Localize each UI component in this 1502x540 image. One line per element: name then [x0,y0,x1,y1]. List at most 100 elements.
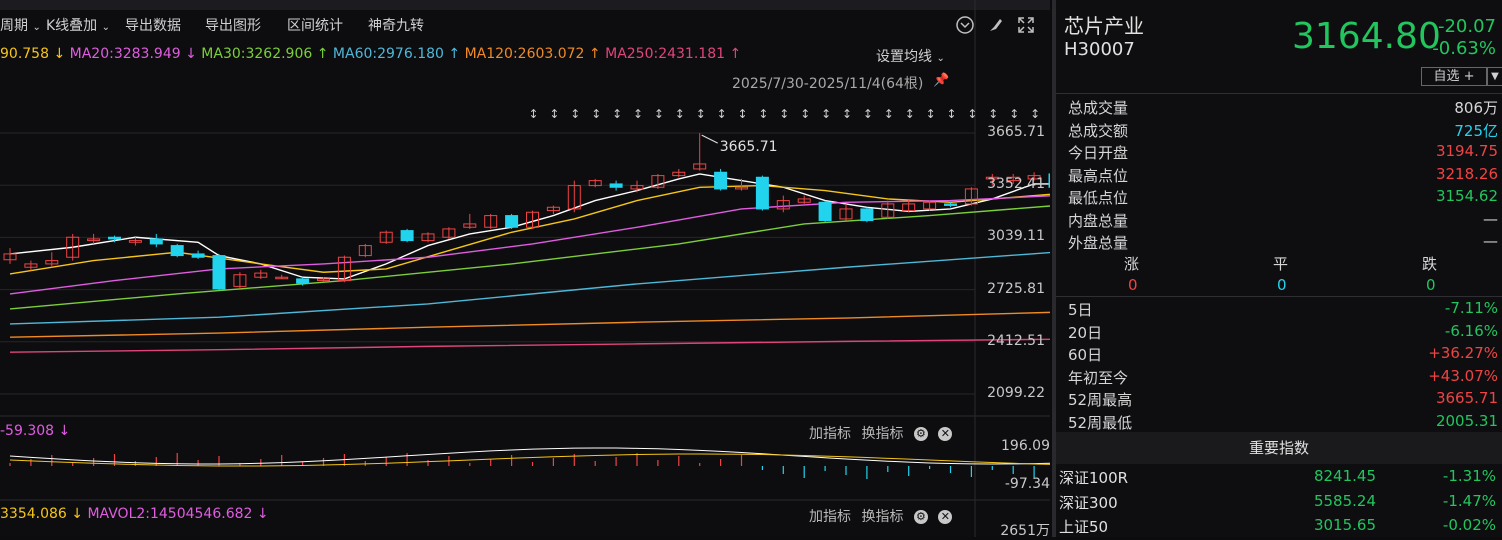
signal-arrow-icon: ↕ [654,107,664,121]
signal-arrow-icon: ↕ [947,107,957,121]
export-chart-button[interactable]: 导出图形 [205,18,261,34]
ma-settings-button[interactable]: 设置均线 ⌄ [876,46,945,66]
stat-label: 内盘总量 [1068,211,1129,230]
candle-body [797,198,811,203]
ma60-line [9,251,1050,325]
ma10-value: 90.758 [0,46,49,62]
period-label: 年初至今 [1068,368,1129,387]
date-range: 2025/7/30-2025/11/4(64根) [732,76,924,92]
signal-arrow-icon: ↕ [549,107,559,121]
candle-body [45,260,59,265]
dea-line [9,453,1050,467]
candle-body [275,276,289,280]
arrow-up-icon: ↑ [312,46,333,62]
signal-arrow-icon: ↕ [988,107,998,121]
panel-divider[interactable] [1052,0,1056,537]
signal-arrow-icon: ↕ [863,107,873,121]
pin-icon[interactable]: 📌 [933,73,950,88]
breadth-down-label: 跌 [1422,255,1438,273]
candle-body [254,272,268,278]
chevron-down-icon: ⌄ [32,22,41,33]
period-label: 周期 [0,18,28,34]
stat-label: 今日开盘 [1068,144,1129,162]
signal-arrow-icon: ↕ [779,107,789,121]
breadth-flat-label: 平 [1273,255,1289,273]
stat-label: 外盘总量 [1068,234,1129,252]
candle-body [484,215,498,228]
indicator1-value: -59.308 [0,423,55,439]
candle-body [672,171,686,177]
signal-arrow-icon: ↕ [842,107,852,121]
candlestick-chart[interactable]: 3665.71 ↕↕↕↕↕↕↕↕↕↕↕↕↕↕↕↕↕↕↕↕↕↕↕↕↕↕↕↕↕ [0,0,1050,537]
stat-value: — [1483,232,1498,250]
ma250-line [9,338,1050,353]
ma60-value: MA60:2976.180 [332,46,444,62]
magic-nine-button[interactable]: 神奇九转 [368,18,424,34]
candle-body [400,230,414,242]
indicator1-tools: 加指标 换指标 ⚙ ✕ [809,423,958,443]
gear-icon[interactable]: ⚙ [913,427,928,441]
candle-body [735,186,748,190]
index-row-name: 深证100R [1059,469,1129,487]
ma120-value: MA120:2603.072 [464,46,585,62]
kline-overlay-menu[interactable]: K线叠加 ⌄ [46,15,110,35]
expand-circle-icon[interactable] [955,15,975,35]
candle-body [818,201,832,222]
divider [1056,296,1502,297]
ma120-line [9,311,1050,338]
close-icon[interactable]: ✕ [938,427,953,441]
index-row[interactable]: 上证50 3015.65 -0.02% [1056,516,1502,538]
stat-value: 3154.62 [1435,187,1498,205]
y-tick-label: 3665.71 [987,124,1045,140]
candle-body [296,278,310,284]
index-row[interactable]: 深证100R 8241.45 -1.31% [1056,467,1502,489]
add-indicator-button[interactable]: 加指标 [809,509,851,525]
range-stats-button[interactable]: 区间统计 [287,18,343,34]
candle-body [337,256,351,282]
candle-body [755,176,769,210]
indicator1-ytop: 196.09 [1001,438,1050,454]
signal-arrow-icon: ↕ [591,107,601,121]
stat-value: 725亿 [1454,121,1498,140]
price-change: -20.07 [1437,16,1496,37]
arrow-up-icon: ↑ [725,46,742,62]
switch-indicator-button[interactable]: 换指标 [861,509,904,525]
signal-arrow-icon: ↕ [884,107,894,121]
arrow-up-icon: ↑ [443,46,465,62]
signal-arrow-icon: ↕ [967,107,977,121]
candle-body [379,231,393,243]
signal-arrow-icon: ↕ [633,107,643,121]
index-row[interactable]: 深证300 5585.24 -1.47% [1056,492,1502,514]
export-data-button[interactable]: 导出数据 [125,18,181,34]
candle-body [1027,175,1041,180]
gear-icon[interactable]: ⚙ [913,510,928,524]
chevron-down-icon[interactable]: ▼ [1487,67,1502,86]
signal-arrow-icon: ↕ [800,107,810,121]
ma-settings-label: 设置均线 [876,49,932,65]
add-indicator-button[interactable]: 加指标 [809,426,851,442]
breadth-down-count: 0 [1426,276,1436,294]
quote-panel: 芯片产业 H30007 3164.80 -20.07 -0.63% 自选 + ▼… [1056,0,1502,537]
period-menu[interactable]: 周期 ⌄ [0,15,41,35]
arrow-down-icon: ↓ [180,46,202,62]
indicator1-legend: -59.308 ↓ [0,423,70,439]
fullscreen-icon[interactable] [1016,15,1036,35]
candle-body [421,233,435,242]
y-tick-label: 2725.81 [987,280,1045,297]
brush-icon[interactable] [986,15,1006,35]
signal-arrow-icon: ↕ [1009,107,1019,121]
close-icon[interactable]: ✕ [938,510,953,524]
arrow-down-icon: ↓ [256,506,269,522]
ma-legend: 90.758 ↓ MA20:3283.949 ↓ MA30:3262.906 ↑… [0,46,741,64]
y-tick-label: 2099.22 [987,385,1045,401]
signal-arrow-icon: ↕ [570,107,580,121]
switch-indicator-button[interactable]: 换指标 [861,426,904,442]
candle-body [526,211,539,228]
indicator2-tools: 加指标 换指标 ⚙ ✕ [809,506,958,526]
add-favorite-button[interactable]: 自选 + [1421,67,1487,86]
signal-arrow-icon: ↕ [717,107,727,121]
kline-overlay-label: K线叠加 [46,18,98,34]
candle-body [233,274,247,287]
index-code: H30007 [1064,39,1135,60]
candle-body [609,183,623,188]
